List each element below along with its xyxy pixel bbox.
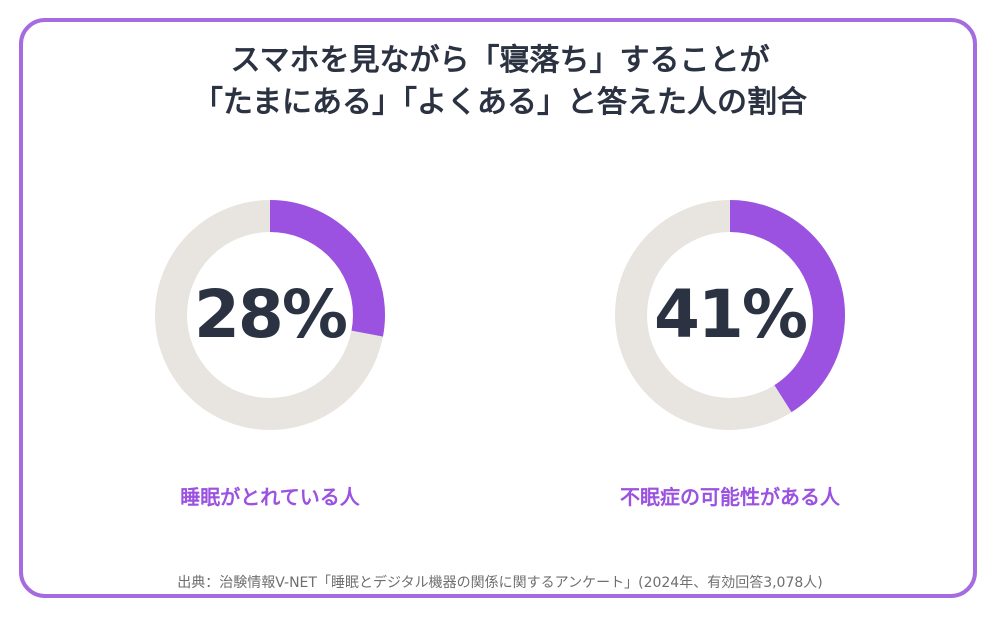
donut-value-arc bbox=[155, 200, 385, 430]
donut-svg-good-sleep bbox=[155, 200, 385, 430]
donut-value-arc bbox=[615, 200, 845, 430]
chart-title-line-1: スマホを見ながら「寝落ち」することが bbox=[230, 43, 770, 78]
category-label-insomnia: 不眠症の可能性がある人 bbox=[620, 485, 840, 509]
source-note: 出典：治験情報V-NET「睡眠とデジタル機器の関係に関するアンケート」(2024… bbox=[177, 575, 823, 591]
donut-chart-good-sleep: 28% bbox=[152, 197, 388, 433]
chart-title: スマホを見ながら「寝落ち」することが 「たまにある」「よくある」と答えた人の割合 bbox=[0, 40, 1000, 124]
donut-value-label: 41% bbox=[654, 276, 808, 353]
category-label-good-sleep: 睡眠がとれている人 bbox=[180, 485, 360, 509]
donut-svg-insomnia bbox=[615, 200, 845, 430]
donut-value-label: 28% bbox=[194, 276, 348, 353]
chart-title-line-2: 「たまにある」「よくある」と答えた人の割合 bbox=[192, 85, 808, 120]
donut-chart-insomnia: 41% bbox=[612, 197, 848, 433]
